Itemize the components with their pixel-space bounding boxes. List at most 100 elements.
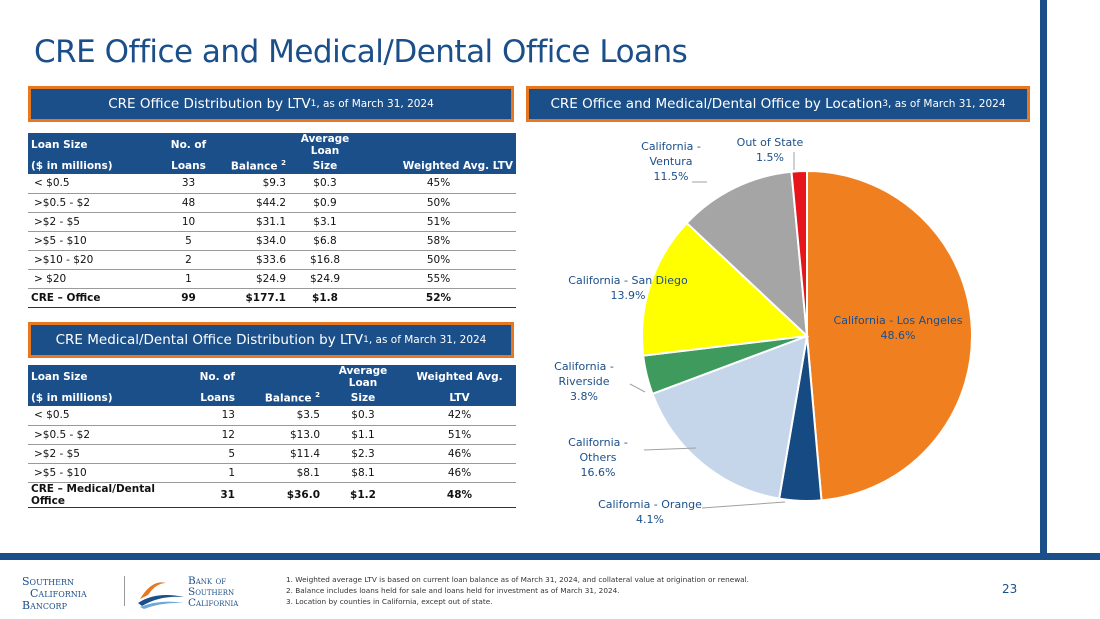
table-cell: $36.0 xyxy=(238,482,323,508)
table-cell: 99 xyxy=(166,288,211,308)
page-number: 23 xyxy=(1002,582,1018,596)
med-ltv-header-date: , as of March 31, 2024 xyxy=(368,334,487,346)
med-ltv-table: Loan Size No. of Average Loan Weighted A… xyxy=(28,365,516,508)
table-cell: 52% xyxy=(361,288,516,308)
table-cell: $0.3 xyxy=(323,406,403,426)
table-row: < $0.5 13 $3.5 $0.3 42% xyxy=(28,406,516,426)
table-cell: >$5 - $10 xyxy=(28,231,166,251)
table-row: > $20 1 $24.9 $24.9 55% xyxy=(28,269,516,289)
med-col-no-of: No. of xyxy=(193,365,238,389)
table-cell: >$0.5 - $2 xyxy=(28,193,166,213)
pie-label: California -Ventura 11.5% xyxy=(641,140,701,183)
table-row: >$5 - $10 1 $8.1 $8.1 46% xyxy=(28,463,516,483)
pie-label: California -Riverside 3.8% xyxy=(554,360,614,403)
col-loans: Loans xyxy=(166,157,211,174)
pie-label: Out of State 1.5% xyxy=(737,136,804,164)
office-total-row: CRE – Office 99 $177.1 $1.8 52% xyxy=(28,288,516,308)
table-cell: $34.0 xyxy=(211,231,289,251)
table-cell: >$2 - $5 xyxy=(28,212,166,232)
med-total-row: CRE – Medical/Dental Office 31 $36.0 $1.2 48… xyxy=(28,482,516,508)
table-cell: 46% xyxy=(403,444,516,464)
bank-of-southern-california-logo: Bank of Southern California xyxy=(188,575,239,609)
location-header: CRE Office and Medical/Dental Office by … xyxy=(526,86,1030,122)
col-wltv: Weighted Avg. LTV xyxy=(361,157,516,174)
table-cell: 48 xyxy=(166,193,211,213)
office-ltv-header-sup: 1 xyxy=(310,99,317,109)
med-col-loans: Loans xyxy=(193,389,238,406)
location-header-date: , as of March 31, 2024 xyxy=(888,98,1006,110)
table-cell: $24.9 xyxy=(211,269,289,289)
pie-leader-line xyxy=(701,501,786,509)
table-cell: $13.0 xyxy=(238,425,323,445)
table-cell: > $20 xyxy=(28,269,166,289)
table-cell: $9.3 xyxy=(211,174,289,194)
med-ltv-header: CRE Medical/Dental Office Distribution b… xyxy=(28,322,514,358)
med-col-loan-size-unit: ($ in millions) xyxy=(28,389,193,406)
table-cell: >$2 - $5 xyxy=(28,444,193,464)
table-cell: >$5 - $10 xyxy=(28,463,193,483)
table-cell: 55% xyxy=(361,269,516,289)
table-cell: 45% xyxy=(361,174,516,194)
table-cell: CRE – Medical/Dental Office xyxy=(28,482,193,508)
table-cell: $44.2 xyxy=(211,193,289,213)
table-row: >$2 - $5 10 $31.1 $3.1 51% xyxy=(28,212,516,232)
col-no-of: No. of xyxy=(166,133,211,157)
footnote-3: 3. Location by counties in California, e… xyxy=(286,597,493,606)
table-row: >$10 - $20 2 $33.6 $16.8 50% xyxy=(28,250,516,270)
table-row: >$0.5 - $2 12 $13.0 $1.1 51% xyxy=(28,425,516,445)
pie-leader-line xyxy=(629,383,646,393)
med-ltv-header-text: CRE Medical/Dental Office Distribution b… xyxy=(55,332,364,348)
office-ltv-header: CRE Office Distribution by LTV 1, as of M… xyxy=(28,86,514,122)
table-cell: >$0.5 - $2 xyxy=(28,425,193,445)
med-col-loan-size: Loan Size xyxy=(28,365,193,389)
table-cell: >$10 - $20 xyxy=(28,250,166,270)
table-cell: $3.5 xyxy=(238,406,323,426)
pie-label: California - San Diego 13.9% xyxy=(568,274,688,302)
table-cell: $1.2 xyxy=(323,482,403,508)
table-cell: $6.8 xyxy=(289,231,361,251)
table-cell: 46% xyxy=(403,463,516,483)
table-cell: $0.9 xyxy=(289,193,361,213)
table-cell: $11.4 xyxy=(238,444,323,464)
footnotes: 1. Weighted average LTV is based on curr… xyxy=(286,574,749,607)
med-ltv-header-sup: 1 xyxy=(363,335,369,345)
table-cell: $1.8 xyxy=(289,288,361,308)
bottom-accent-bar xyxy=(0,553,1100,560)
table-cell: $24.9 xyxy=(289,269,361,289)
location-header-sup: 3 xyxy=(882,99,889,109)
table-cell: 51% xyxy=(361,212,516,232)
office-ltv-header-text: CRE Office Distribution by LTV xyxy=(108,96,311,112)
col-loan-size-unit: ($ in millions) xyxy=(28,157,166,174)
table-cell: $8.1 xyxy=(323,463,403,483)
table-cell: 50% xyxy=(361,250,516,270)
table-cell: 12 xyxy=(193,425,238,445)
office-ltv-header-date: , as of March 31, 2024 xyxy=(316,98,434,110)
footnote-1: 1. Weighted average LTV is based on curr… xyxy=(286,575,749,584)
pie-label: California - Orange 4.1% xyxy=(598,498,702,526)
table-row: >$2 - $5 5 $11.4 $2.3 46% xyxy=(28,444,516,464)
table-cell: 13 xyxy=(193,406,238,426)
bank-swoosh-icon xyxy=(138,582,184,609)
table-cell: 58% xyxy=(361,231,516,251)
table-row: >$5 - $10 5 $34.0 $6.8 58% xyxy=(28,231,516,251)
table-cell: 42% xyxy=(403,406,516,426)
pie-leader-line xyxy=(643,447,697,451)
table-row: >$0.5 - $2 48 $44.2 $0.9 50% xyxy=(28,193,516,213)
pie-slice-california-others xyxy=(651,334,809,500)
table-cell: 48% xyxy=(403,482,516,508)
col-loan-size: Loan Size xyxy=(28,133,166,157)
pie-label: California - Los Angeles 48.6% xyxy=(834,314,963,342)
table-cell: 31 xyxy=(193,482,238,508)
footer-logo-divider xyxy=(124,576,125,606)
table-cell: 33 xyxy=(166,174,211,194)
table-cell: 1 xyxy=(193,463,238,483)
med-col-average-loan: Average Loan xyxy=(323,365,403,389)
table-cell: $0.3 xyxy=(289,174,361,194)
col-balance: Balance 2 xyxy=(211,157,289,174)
table-cell: $177.1 xyxy=(211,288,289,308)
location-pie-chart: California - Los Angeles 48.6% California … xyxy=(554,136,973,526)
table-cell: $16.8 xyxy=(289,250,361,270)
pie-slice-california-san-diego xyxy=(641,221,810,357)
pie-slice-out-of-state xyxy=(790,169,808,337)
col-average-loan: Average Loan xyxy=(289,133,361,157)
